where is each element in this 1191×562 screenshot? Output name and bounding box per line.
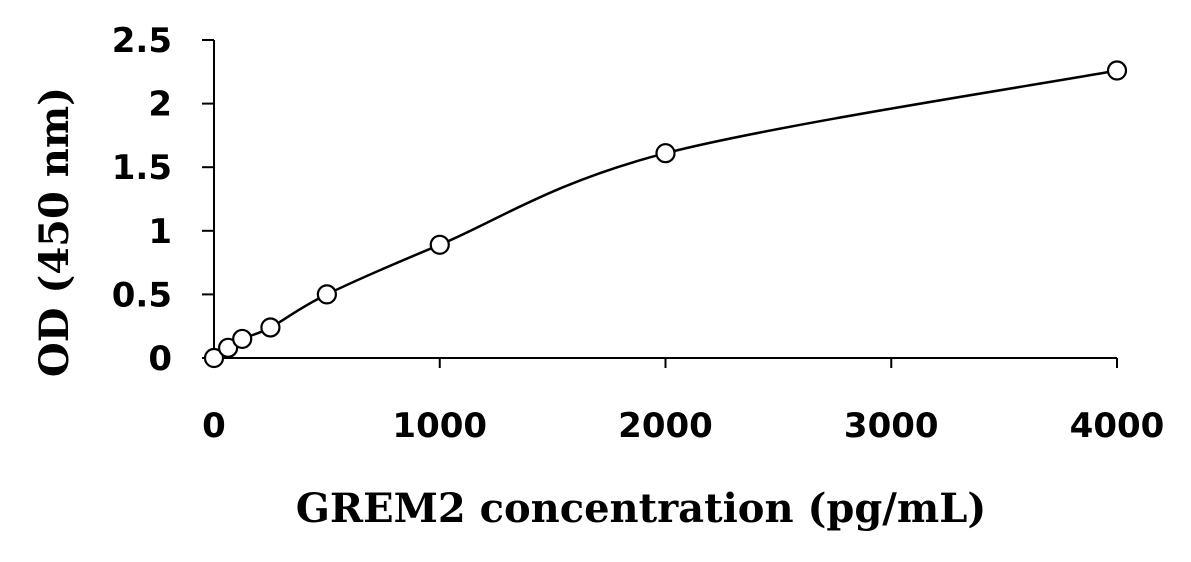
x-tick-label: 2000 xyxy=(618,406,713,446)
x-axis-title: GREM2 concentration (pg/mL) xyxy=(296,485,987,532)
y-tick-label: 2.5 xyxy=(112,21,172,61)
x-tick-label: 0 xyxy=(202,406,226,446)
x-tick-label: 4000 xyxy=(1070,406,1165,446)
y-tick-label: 0 xyxy=(148,339,172,379)
fit-curve xyxy=(213,69,1118,360)
data-point xyxy=(260,317,281,338)
x-ticks: 0 1000 2000 3000 4000 xyxy=(202,358,1164,446)
y-ticks: 0 0.5 1 1.5 2 2.5 xyxy=(112,21,214,379)
x-tick-label: 1000 xyxy=(392,406,487,446)
y-tick-label: 2 xyxy=(148,85,172,125)
y-tick-label: 1.5 xyxy=(112,148,172,188)
data-point xyxy=(1106,60,1128,81)
y-tick-label: 1 xyxy=(148,212,172,252)
y-axis-title: OD (450 nm) xyxy=(31,87,78,377)
axes xyxy=(213,40,1117,359)
data-point xyxy=(316,284,337,305)
data-point xyxy=(218,337,239,358)
data-points xyxy=(203,60,1128,369)
data-point xyxy=(655,143,676,164)
y-tick-label: 0.5 xyxy=(112,275,172,315)
data-point xyxy=(232,328,253,350)
data-point xyxy=(429,234,450,255)
x-tick-label: 3000 xyxy=(844,406,939,446)
data-point xyxy=(203,347,225,369)
